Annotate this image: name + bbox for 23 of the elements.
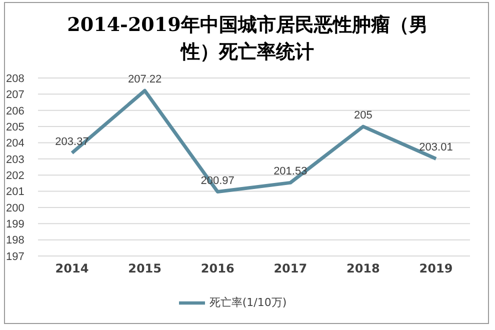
x-tick-label: 2019: [419, 262, 453, 276]
y-tick-label: 204: [6, 138, 24, 150]
y-tick-label: 200: [6, 202, 24, 214]
data-label: 203.01: [419, 142, 453, 154]
x-tick-label: 2017: [274, 262, 308, 276]
y-tick-label: 206: [6, 105, 24, 118]
x-tick-label: 2014: [55, 262, 89, 276]
x-tick-label: 2016: [200, 262, 234, 276]
y-tick-label: 201: [6, 186, 24, 198]
legend-label: 死亡率(1/10万): [209, 296, 287, 310]
chart-title: 2014-2019年中国城市居民恶性肿瘤（男性）死亡率统计: [66, 13, 429, 65]
y-tick-label: 198: [6, 234, 24, 247]
y-tick-label: 208: [6, 72, 24, 85]
y-tick-label: 207: [6, 89, 24, 102]
y-tick-label: 199: [6, 218, 24, 231]
x-tick-label: 2018: [346, 262, 380, 276]
data-label: 207.22: [128, 74, 162, 86]
y-tick-label: 197: [6, 250, 24, 263]
y-tick-label: 205: [6, 121, 24, 134]
data-label: 205: [354, 110, 372, 122]
y-tick-label: 203: [6, 154, 24, 166]
x-tick-label: 2015: [128, 262, 162, 276]
y-tick-label: 202: [6, 170, 24, 182]
